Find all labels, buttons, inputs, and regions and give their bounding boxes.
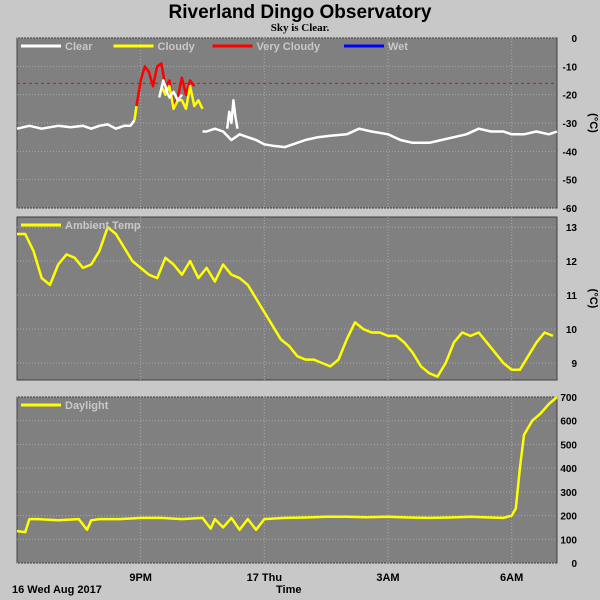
legend-label: Daylight <box>65 400 109 412</box>
y-tick-label: 13 <box>566 223 578 234</box>
y-tick-label: -10 <box>563 62 578 73</box>
date-label: 16 Wed Aug 2017 <box>12 584 102 596</box>
daylight-panel <box>16 396 558 564</box>
y-tick-label: 400 <box>560 464 577 475</box>
sky-series-line <box>164 88 183 102</box>
x-tick-label: 3AM <box>376 572 399 584</box>
y-tick-label: 0 <box>571 34 577 45</box>
y-tick-label: -40 <box>563 147 578 158</box>
x-tick-label: 17 Thu <box>247 572 282 584</box>
y-axis-label: (°C) <box>587 113 599 133</box>
sky-status: Sky is Clear. <box>270 22 330 34</box>
sky-series-line <box>202 127 558 149</box>
y-tick-label: 9 <box>571 359 577 370</box>
legend-label: Ambient Temp <box>65 220 141 232</box>
x-tick-label: 9PM <box>129 572 152 584</box>
sky-series-line <box>225 99 239 129</box>
ambient-series-line <box>17 225 554 378</box>
sky-series-line <box>16 119 136 130</box>
y-tick-label: 300 <box>560 488 577 499</box>
y-tick-label: -50 <box>563 176 578 187</box>
y-tick-label: -30 <box>563 119 578 130</box>
y-tick-label: -20 <box>563 91 578 102</box>
y-tick-label: -60 <box>563 204 578 215</box>
sky-series-line <box>160 84 204 111</box>
legend-label: Wet <box>388 41 408 53</box>
x-tick-label: 6AM <box>500 572 523 584</box>
legend-label: Very Cloudy <box>257 41 321 53</box>
x-axis-label: Time <box>276 584 302 596</box>
sky-series-line <box>157 79 169 98</box>
y-tick-label: 10 <box>566 325 578 336</box>
ambient-panel <box>16 216 558 381</box>
y-tick-label: 600 <box>560 417 577 428</box>
y-tick-label: 500 <box>560 440 577 451</box>
daylight-series-line <box>16 396 558 534</box>
sky-series-line <box>133 105 138 121</box>
y-tick-label: 12 <box>566 257 578 268</box>
y-tick-label: 700 <box>560 393 577 404</box>
legend-label: Clear <box>65 41 93 53</box>
y-axis-label: (°C) <box>587 289 599 309</box>
chart-title: Riverland Dingo Observatory <box>168 2 432 23</box>
y-tick-label: 100 <box>560 535 577 546</box>
y-tick-label: 0 <box>571 559 577 570</box>
y-tick-label: 200 <box>560 512 577 523</box>
legend-label: Cloudy <box>158 41 196 53</box>
y-tick-label: 11 <box>566 291 577 302</box>
